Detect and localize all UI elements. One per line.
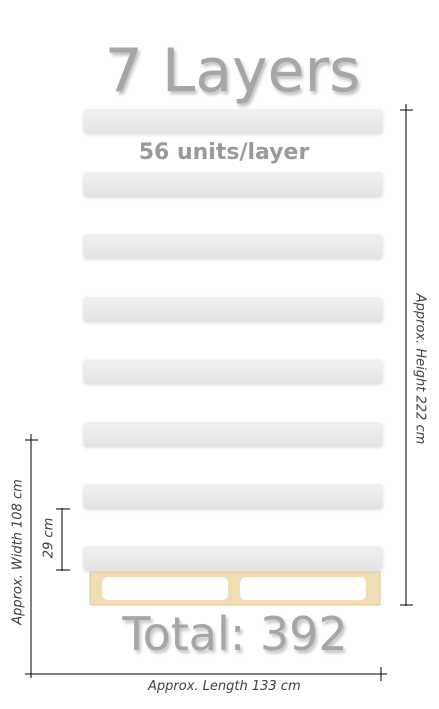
layer-height-dimension-line	[56, 508, 70, 571]
layer-height-label: 29 cm	[41, 517, 57, 559]
layer-4	[84, 299, 382, 322]
layer-8	[84, 548, 382, 571]
height-label: Approx. Height 222 cm	[412, 293, 428, 445]
layer-5	[84, 361, 382, 384]
pallet	[89, 571, 381, 606]
width-label: Approx. Width 108 cm	[10, 479, 26, 625]
layer-3	[84, 236, 382, 259]
layer-6	[84, 424, 382, 447]
height-dimension-line	[400, 104, 413, 606]
length-dimension-line	[25, 667, 387, 681]
layer-1	[84, 111, 382, 134]
layer-7	[84, 486, 382, 509]
title: 7 Layers	[104, 36, 361, 106]
units-per-layer: 56 units/layer	[138, 140, 310, 165]
total: Total: 392	[122, 607, 348, 661]
width-dimension-line	[25, 434, 38, 678]
length-label: Approx. Length 133 cm	[148, 679, 301, 694]
layer-2	[84, 174, 382, 197]
